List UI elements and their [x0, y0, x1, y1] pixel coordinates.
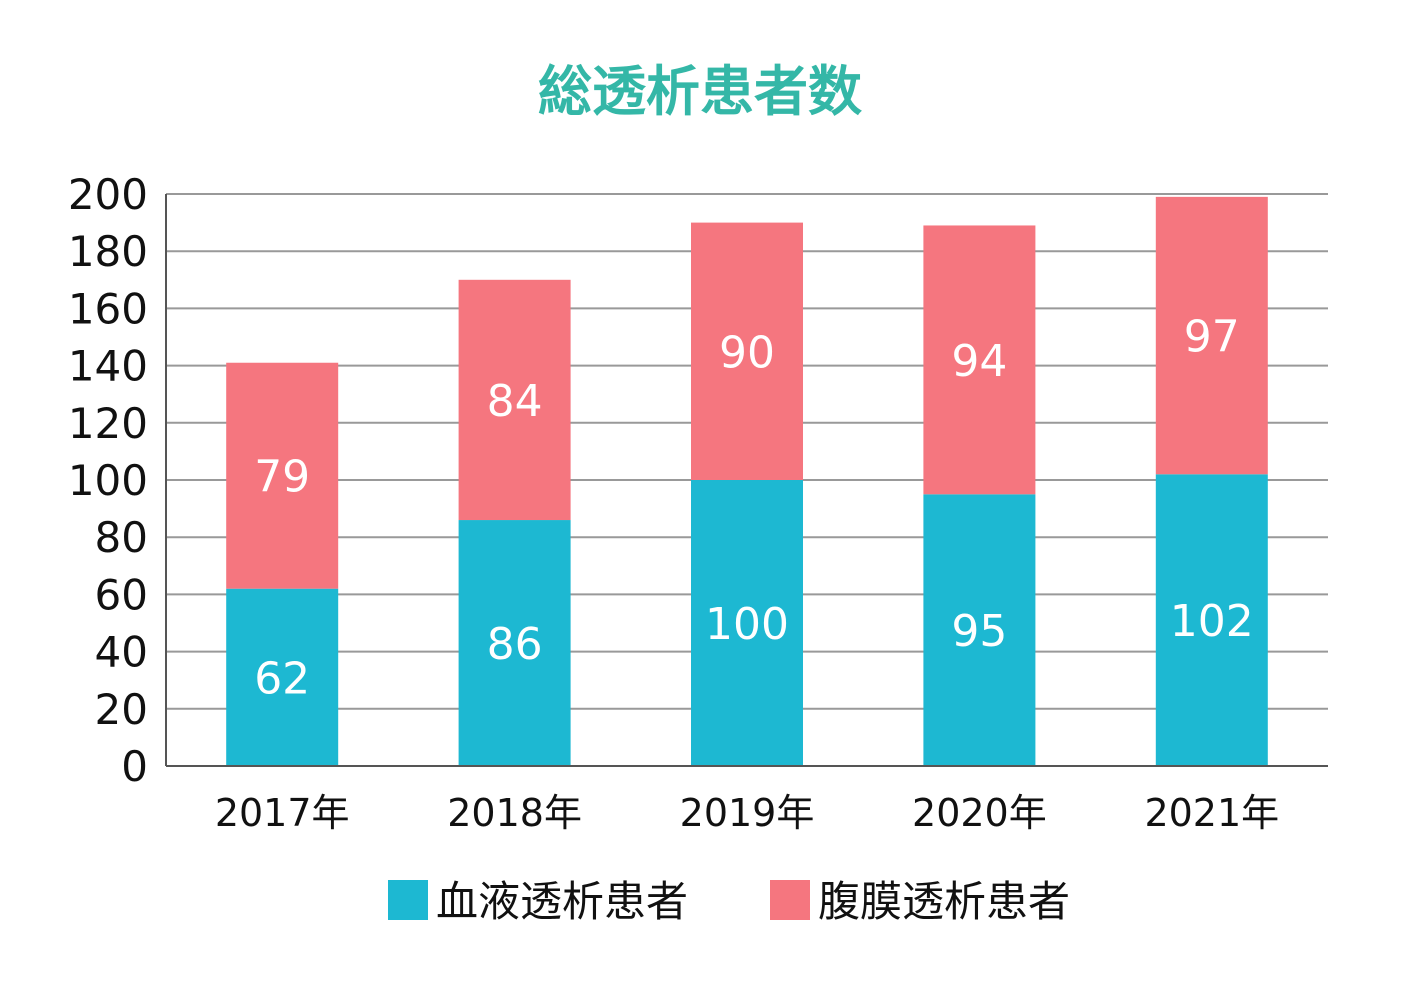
bar-hemodialysis: [691, 480, 803, 766]
x-axis-ticks: 2017年 2018年 2019年 2020年 2021年: [215, 791, 1279, 835]
legend-swatch-peritoneal-dialysis: [770, 880, 810, 920]
x-tick-label: 2017年: [215, 791, 350, 835]
bar-peritoneal-dialysis: [691, 222, 803, 480]
legend-label-hemodialysis: 血液透析患者: [436, 877, 688, 926]
data-label-peritoneal-dialysis: 90: [719, 327, 775, 378]
y-tick-label: 0: [121, 742, 148, 791]
bar-hemodialysis: [923, 494, 1036, 766]
y-tick-label: 40: [95, 628, 148, 677]
data-labels: 62 79 86 84 100 90 95 94 102 97: [254, 312, 1254, 705]
data-label-hemodialysis: 95: [951, 606, 1007, 657]
y-tick-label: 60: [95, 570, 148, 619]
data-label-peritoneal-dialysis: 94: [951, 336, 1007, 387]
bar-peritoneal-dialysis: [226, 362, 339, 589]
y-tick-label: 140: [68, 342, 148, 391]
y-tick-label: 20: [95, 685, 148, 734]
data-label-peritoneal-dialysis: 97: [1184, 312, 1240, 363]
y-tick-label: 180: [68, 227, 148, 276]
y-tick-label: 200: [68, 170, 148, 219]
bar-hemodialysis: [1155, 474, 1268, 766]
data-label-peritoneal-dialysis: 84: [487, 376, 543, 427]
x-tick-label: 2020年: [912, 791, 1047, 835]
data-label-hemodialysis: 102: [1170, 596, 1254, 647]
bar-hemodialysis: [458, 520, 571, 766]
y-tick-label: 160: [68, 284, 148, 333]
bar-peritoneal-dialysis: [458, 279, 571, 521]
data-label-peritoneal-dialysis: 79: [254, 452, 310, 503]
chart-title: 総透析患者数: [538, 60, 862, 123]
y-tick-label: 100: [68, 456, 148, 505]
bar-peritoneal-dialysis: [923, 225, 1036, 495]
x-tick-label: 2021年: [1144, 791, 1279, 835]
bars: [226, 196, 1268, 766]
y-axis-ticks: 0 20 40 60 80 100 120 140 160 180 200: [68, 170, 148, 791]
legend: 血液透析患者 腹膜透析患者: [388, 877, 1070, 926]
legend-label-peritoneal-dialysis: 腹膜透析患者: [818, 877, 1070, 926]
legend-swatch-hemodialysis: [388, 880, 428, 920]
x-tick-label: 2018年: [447, 791, 582, 835]
axes: [165, 194, 1328, 767]
x-tick-label: 2019年: [680, 791, 815, 835]
y-tick-label: 80: [95, 513, 148, 562]
data-label-hemodialysis: 62: [254, 653, 310, 704]
data-label-hemodialysis: 100: [705, 599, 789, 650]
data-label-hemodialysis: 86: [487, 619, 543, 670]
y-tick-label: 120: [68, 399, 148, 448]
bar-peritoneal-dialysis: [1155, 196, 1268, 475]
bar-hemodialysis: [226, 588, 339, 766]
